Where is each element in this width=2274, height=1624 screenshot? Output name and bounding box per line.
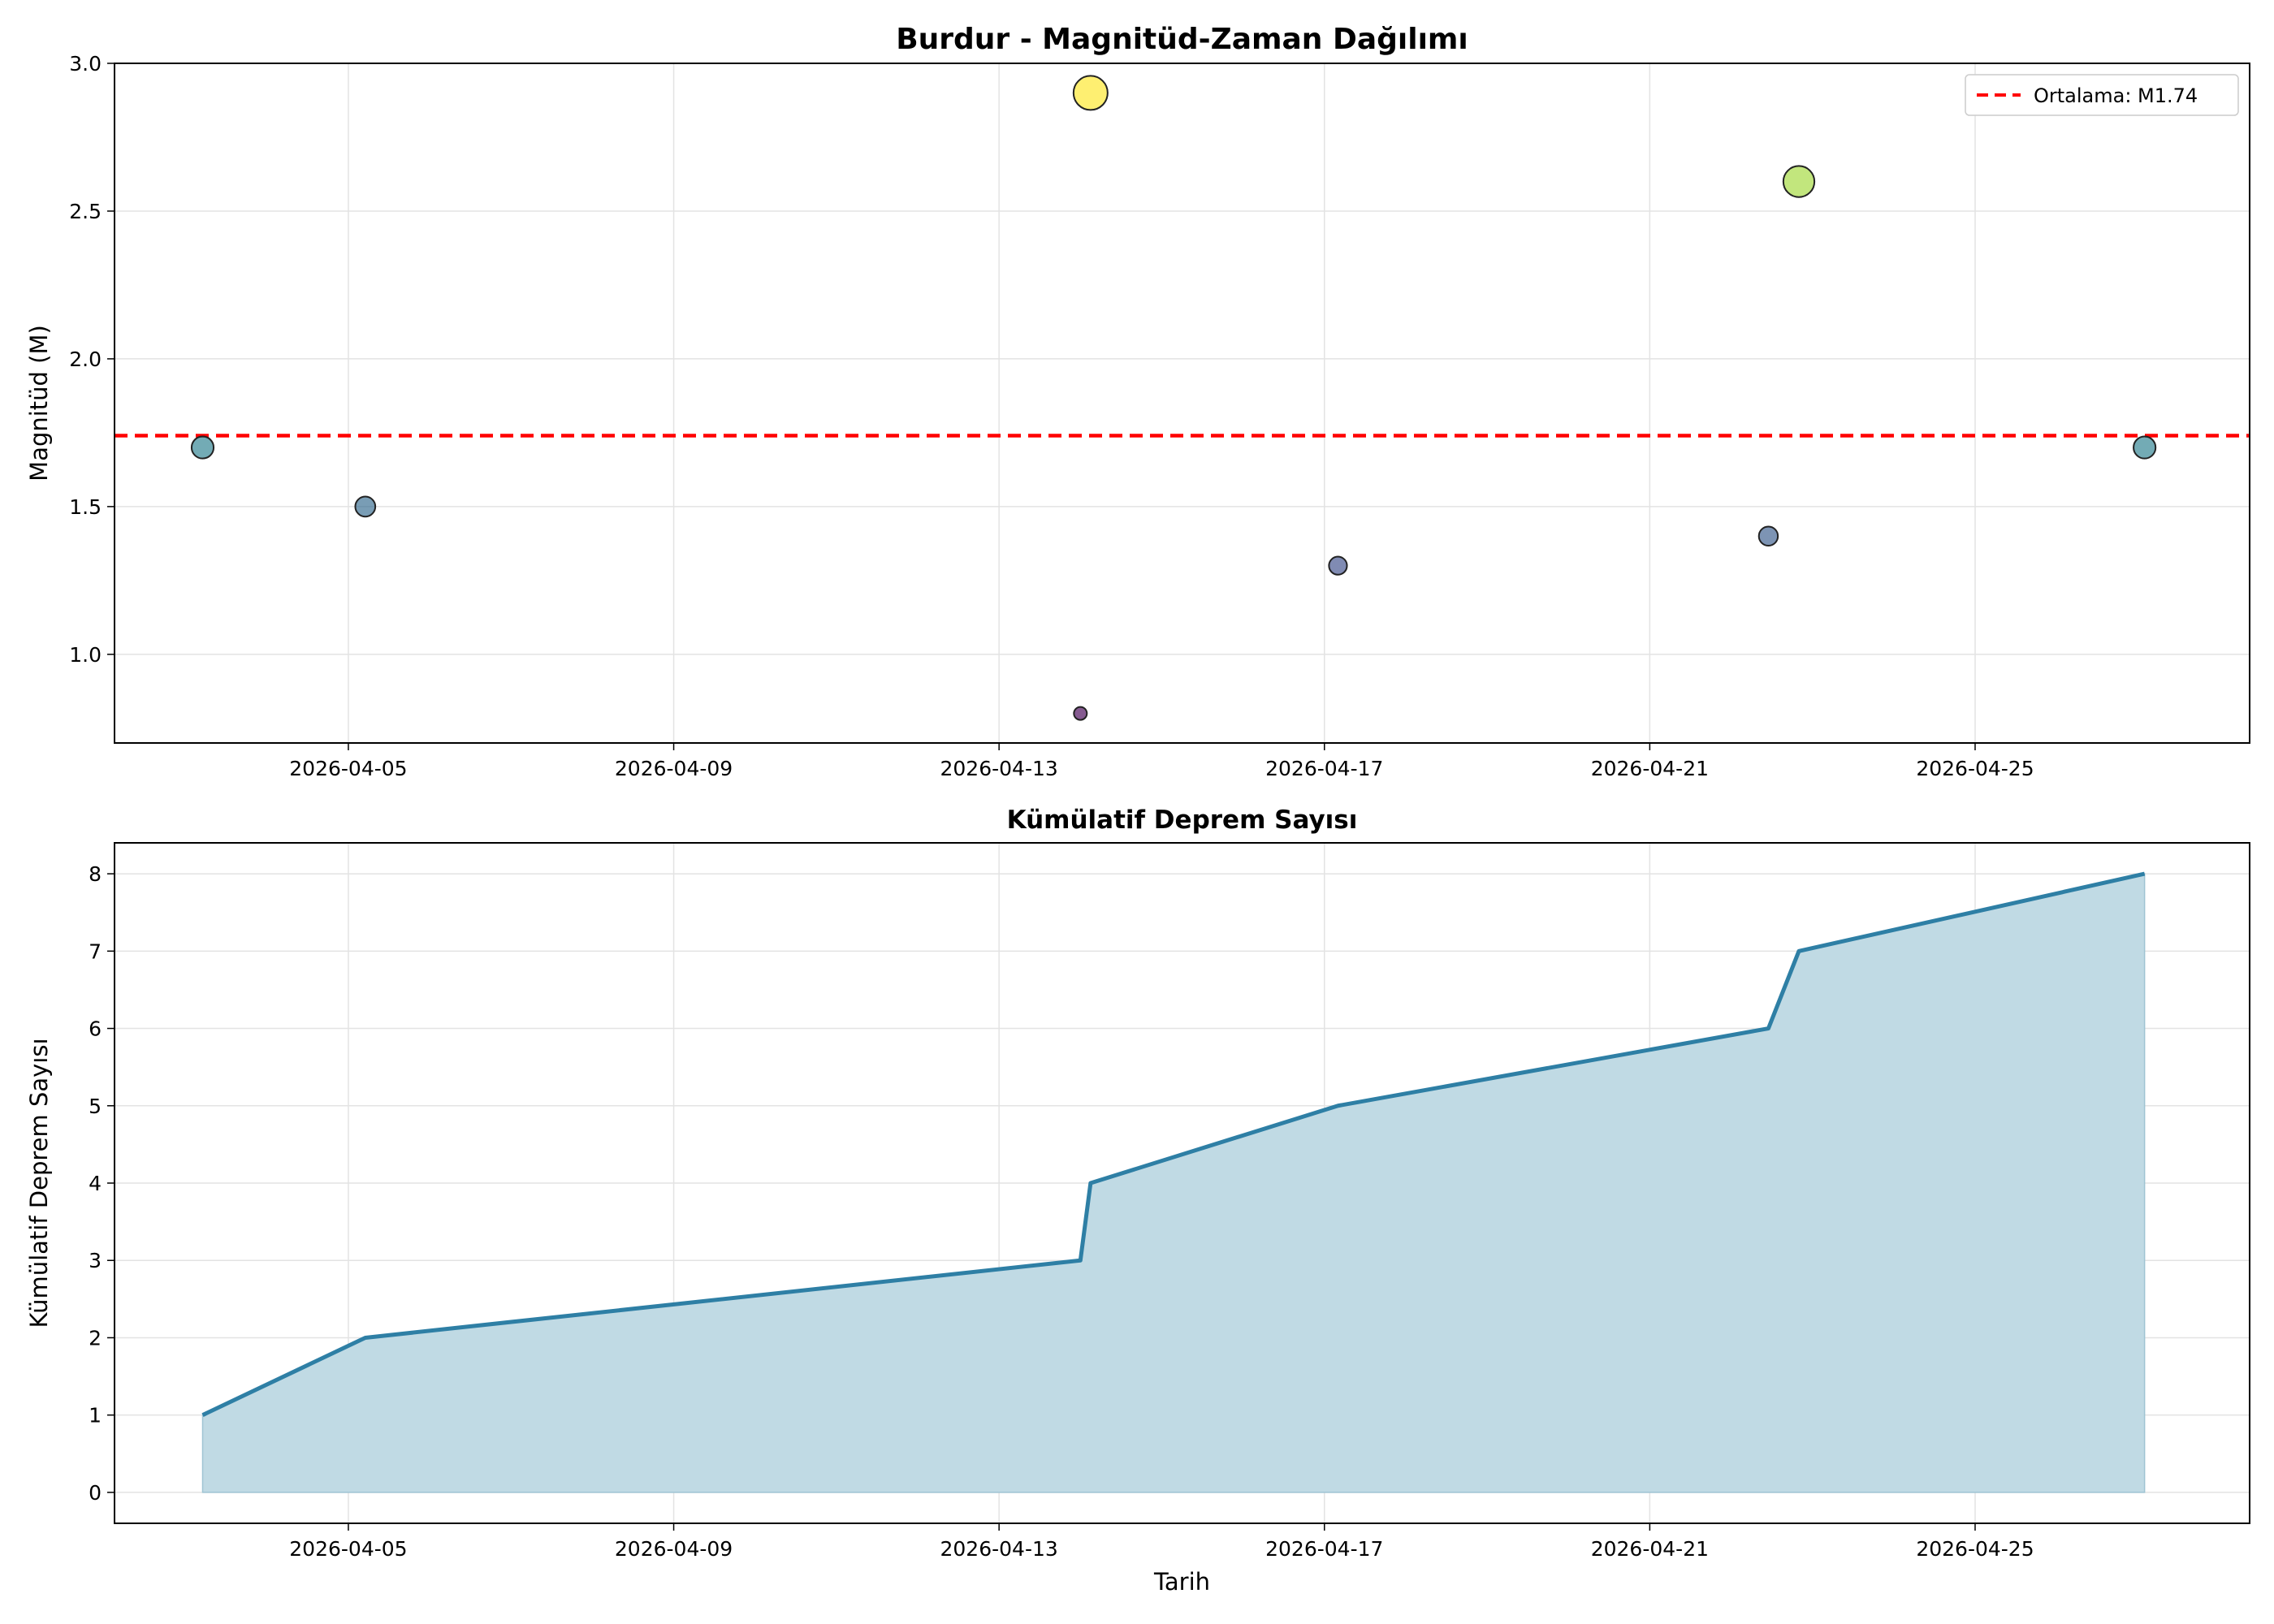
scatter-point: [1782, 165, 1816, 198]
y-tick-label: 8: [89, 862, 102, 886]
cumulative-line: [201, 871, 2146, 1417]
x-tick-label: 2026-04-25: [1916, 757, 2034, 780]
x-axis-ticks: 2026-04-05 2026-04-09 2026-04-13 2026-04-17…: [289, 1523, 2034, 1561]
scatter-point: [354, 495, 377, 518]
area-layer: [201, 871, 2146, 1493]
x-tick-label: 2026-04-21: [1591, 1537, 1709, 1561]
y-axis-label: Kümülatif Deprem Sayısı: [25, 1038, 53, 1328]
x-tick-label: 2026-04-05: [289, 757, 407, 780]
x-tick-label: 2026-04-09: [615, 1537, 733, 1561]
x-tick-label: 2026-04-13: [940, 1537, 1058, 1561]
scatter-point: [190, 435, 215, 460]
y-tick-label: 5: [89, 1095, 102, 1118]
y-tick-label: 6: [89, 1017, 102, 1041]
x-tick-label: 2026-04-25: [1916, 1537, 2034, 1561]
x-axis-ticks: 2026-04-05 2026-04-09 2026-04-13 2026-04-17…: [289, 743, 2034, 780]
chart-title: Kümülatif Deprem Sayısı: [1007, 806, 1358, 835]
y-tick-label: 1.5: [69, 495, 102, 519]
y-tick-label: 3.0: [69, 52, 102, 76]
x-tick-label: 2026-04-17: [1265, 1537, 1383, 1561]
scatter-point: [1757, 525, 1779, 546]
scatter-point: [1328, 555, 1348, 576]
legend-label: Ortalama: M1.74: [2034, 84, 2198, 107]
points-layer: [190, 75, 2157, 721]
y-tick-label: 2.5: [69, 200, 102, 223]
plot-frame: [114, 63, 2250, 744]
plot-area: [115, 63, 2250, 743]
y-tick-label: 7: [89, 939, 102, 963]
chart-title: Burdur - Magnitüd-Zaman Dağılımı: [896, 23, 1468, 56]
scatter-point: [2133, 435, 2157, 460]
scatter-point: [1072, 75, 1109, 111]
x-tick-label: 2026-04-13: [940, 757, 1058, 780]
x-tick-label: 2026-04-17: [1265, 757, 1383, 780]
legend: Ortalama: M1.74: [1965, 74, 2239, 116]
x-axis-label: Tarih: [1153, 1568, 1210, 1596]
y-tick-label: 1.0: [69, 643, 102, 667]
y-tick-label: 0: [89, 1481, 102, 1505]
y-tick-label: 2: [89, 1326, 102, 1350]
y-tick-label: 2.0: [69, 348, 102, 371]
x-tick-label: 2026-04-05: [289, 1537, 407, 1561]
y-tick-label: 4: [89, 1172, 102, 1195]
y-axis-ticks: 1.0 1.5 2.0 2.5 3.0: [69, 52, 115, 667]
y-axis-label: Magnitüd (M): [25, 325, 53, 482]
magnitude-time-panel: 2026-04-05 2026-04-09 2026-04-13 2026-04-17…: [25, 23, 2250, 780]
y-tick-label: 3: [89, 1249, 102, 1272]
cumulative-count-panel: 2026-04-05 2026-04-09 2026-04-13 2026-04-17…: [25, 806, 2250, 1596]
y-axis-ticks: 0 1 2 3 4 5 6 7 8: [89, 862, 115, 1505]
y-tick-label: 1: [89, 1404, 102, 1427]
scatter-point: [1073, 706, 1088, 721]
legend-box: [1965, 74, 2239, 116]
x-tick-label: 2026-04-21: [1591, 757, 1709, 780]
x-tick-label: 2026-04-09: [615, 757, 733, 780]
